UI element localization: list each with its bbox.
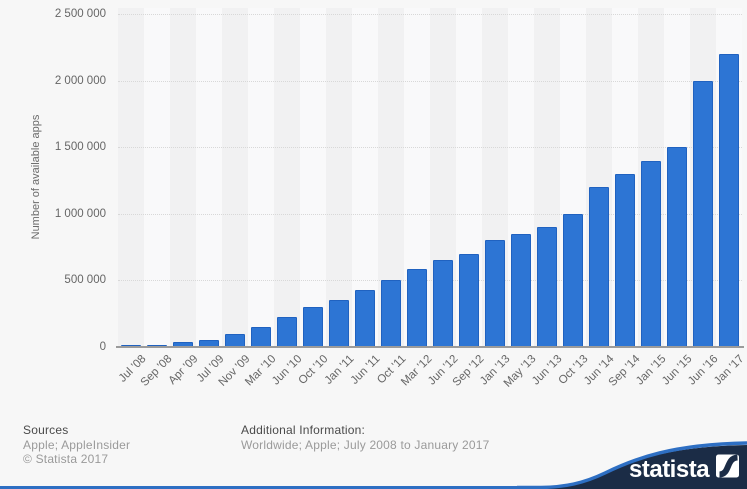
gridline xyxy=(118,80,742,82)
y-tick-label: 1 000 000 xyxy=(54,207,106,220)
bar-oct11[interactable] xyxy=(381,280,401,347)
plot-band xyxy=(274,8,300,347)
logo-mark-icon xyxy=(716,454,739,478)
bar-oct13[interactable] xyxy=(563,214,583,347)
bar-jan11[interactable] xyxy=(329,300,349,347)
bar-mar10[interactable] xyxy=(251,327,271,347)
bar-jan13[interactable] xyxy=(485,240,505,347)
y-tick-label: 500 000 xyxy=(64,274,106,287)
bar-may13[interactable] xyxy=(511,234,531,347)
plot-band xyxy=(170,8,196,347)
logo-swoosh-navy xyxy=(543,445,747,489)
y-tick-label: 0 xyxy=(99,341,106,353)
bar-jun13[interactable] xyxy=(537,227,557,347)
y-tick-label: 1 500 000 xyxy=(54,141,106,154)
bar-sep14[interactable] xyxy=(615,174,635,347)
bottom-accent-line xyxy=(0,486,747,489)
gridline xyxy=(118,147,742,149)
plot-band xyxy=(144,8,170,347)
y-axis-title: Number of available apps xyxy=(30,114,42,240)
bar-jan15[interactable] xyxy=(641,161,661,347)
bar-jun11[interactable] xyxy=(355,290,375,347)
additional-info-heading: Additional Information: xyxy=(241,423,366,437)
gridline xyxy=(118,14,742,15)
logo-swoosh-blue-curve xyxy=(517,441,747,489)
plot-band xyxy=(248,8,274,347)
gridline xyxy=(118,280,742,282)
y-tick-label: 2 000 000 xyxy=(54,74,106,87)
y-tick-label: 2 500 000 xyxy=(54,8,106,20)
bar-jan17[interactable] xyxy=(719,54,739,347)
gridline xyxy=(118,213,742,215)
plot-band xyxy=(326,8,352,347)
plot-band xyxy=(300,8,326,347)
bar-mar12[interactable] xyxy=(407,269,427,347)
sources-line: Apple; AppleInsider xyxy=(23,438,131,452)
bar-sep12[interactable] xyxy=(459,254,479,347)
bar-jun16[interactable] xyxy=(693,81,713,347)
plot-area xyxy=(118,8,742,347)
bar-jun15[interactable] xyxy=(667,147,687,347)
additional-info-line: Worldwide; Apple; July 2008 to January 2… xyxy=(241,438,490,452)
bar-oct10[interactable] xyxy=(303,307,323,347)
statista-logo-badge: statista xyxy=(517,441,747,489)
bar-jun12[interactable] xyxy=(433,260,453,347)
sources-heading: Sources xyxy=(23,423,69,437)
logo-wordmark: statista xyxy=(629,456,710,483)
plot-band xyxy=(196,8,222,347)
plot-band xyxy=(222,8,248,347)
bar-jun14[interactable] xyxy=(589,187,609,347)
bar-jun10[interactable] xyxy=(277,317,297,347)
copyright-line: © Statista 2017 xyxy=(23,452,109,466)
plot-band xyxy=(118,8,144,347)
x-axis-line xyxy=(116,346,744,348)
